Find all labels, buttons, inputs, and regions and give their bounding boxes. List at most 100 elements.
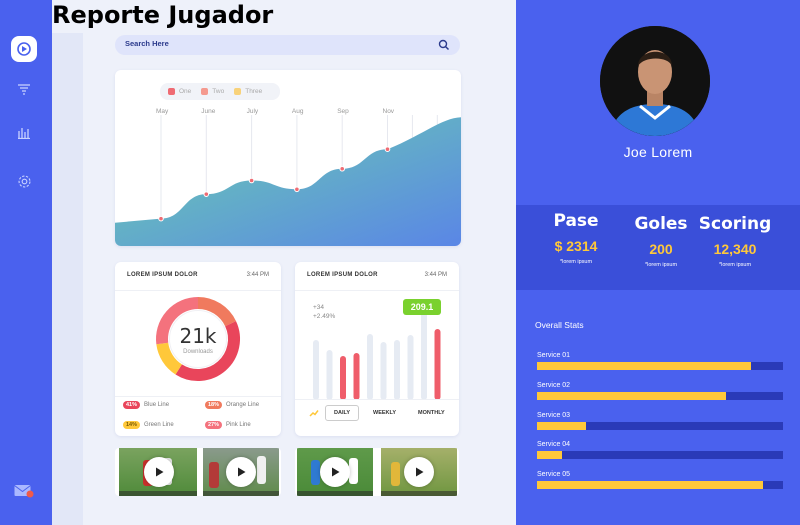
data-point[interactable] [248,177,255,184]
play-button[interactable] [144,457,174,487]
play-icon [156,467,164,477]
x-tick-label: July [247,108,259,115]
data-point[interactable] [203,191,210,197]
bar[interactable] [340,356,346,400]
video-controls[interactable] [381,491,457,496]
percent-badge: 18% [205,401,223,409]
donut-legend-item: 14% Green Line [123,421,174,429]
play-icon [238,467,246,477]
donut-legend-item: 27% Pink Line [205,421,251,429]
data-point[interactable] [158,215,164,222]
video-controls[interactable] [119,491,197,496]
stat-label: Goles [634,214,688,234]
legend-label: Pink Line [226,422,251,428]
bar-chart-icon[interactable] [11,119,37,145]
data-point[interactable] [339,165,345,172]
donut-segment[interactable] [156,342,183,375]
divider [115,290,281,291]
video-controls[interactable] [203,491,279,496]
period-tabs: DAILY WEEKLY MONTHLY [295,405,459,421]
play-button[interactable] [404,457,434,487]
legend-label: One [179,88,192,95]
service-label: Service 05 [537,471,571,478]
legend-swatch [234,88,242,95]
search-icon[interactable] [438,39,450,51]
data-point[interactable] [294,186,300,193]
bar[interactable] [353,353,360,400]
dashboard-icon[interactable] [11,36,37,62]
mail-notification-icon[interactable] [14,484,34,498]
donut-segment[interactable] [156,297,199,345]
bar[interactable] [380,342,387,400]
stat-value: 200 [649,241,673,257]
legend-item-one[interactable]: One [168,88,191,95]
x-tick-label: Aug [292,108,304,115]
stat-scoring: Scoring 12,340 *lorem ipsum [690,214,780,268]
service-row: Service 02 [537,382,783,400]
stat-value: 12,340 [713,241,757,257]
divider [295,290,459,291]
bar[interactable] [394,340,400,400]
donut-legend-item: 18% Orange Line [205,401,259,409]
area-chart-card: May June July Aug Sep Nov One Two Three [115,70,461,246]
chart-legend: One Two Three [160,83,280,100]
card-title: LOREM IPSUM DOLOR [307,272,378,278]
value-badge: 209.1 [403,299,441,315]
legend-label: Green Line [144,422,174,428]
donut-segment[interactable] [175,321,240,381]
filter-icon[interactable] [11,76,37,102]
percent-badge: 14% [123,421,141,429]
tab-monthly[interactable]: MONTHLY [418,410,445,416]
search-input[interactable] [125,39,425,48]
video-controls[interactable] [297,491,373,496]
bar-chart-card: LOREM IPSUM DOLOR 3:44 PM +34 +2.49% 209… [295,262,459,436]
divider [295,399,459,400]
stat-note: *lorem ipsum [559,259,593,265]
tab-weekly[interactable]: WEEKLY [373,410,397,416]
play-icon [416,467,424,477]
legend-item-two[interactable]: Two [201,88,224,95]
bar[interactable] [407,335,414,400]
x-tick-label: Nov [383,108,395,115]
progress-fill [537,451,562,459]
bar[interactable] [326,350,333,400]
play-button[interactable] [320,457,350,487]
data-point[interactable] [384,146,391,152]
legend-swatch [168,88,175,95]
search-bar[interactable] [115,35,460,55]
progress-track [537,481,783,489]
progress-fill [537,362,752,370]
donut-segment[interactable] [197,297,237,327]
play-button[interactable] [226,457,256,487]
downloads-label: Downloads [183,349,213,355]
service-label: Service 01 [537,352,571,359]
video-thumbnail[interactable] [203,448,279,496]
bar[interactable] [313,340,319,400]
bar[interactable] [434,329,441,400]
percent-badge: 27% [205,421,223,429]
gear-icon[interactable] [11,168,37,194]
progress-fill [537,422,587,430]
donut-legend-item: 41% Blue Line [123,401,169,409]
stat-label: Scoring [698,214,772,234]
service-row: Service 01 [537,352,783,370]
page-title: Reporte Jugador [52,1,274,29]
progress-track [537,392,783,400]
percent-badge: 41% [123,401,141,409]
video-thumbnail[interactable] [297,448,373,496]
legend-item-three[interactable]: Three [234,88,262,95]
donut-chart [156,297,240,381]
info-delta: +34 [313,304,325,311]
bar[interactable] [421,304,427,400]
play-icon [332,467,340,477]
tab-daily[interactable]: DAILY [325,405,359,421]
video-card [295,448,459,496]
divider [115,396,281,397]
trend-icon [309,410,319,417]
video-thumbnail[interactable] [119,448,197,496]
video-card [115,448,281,496]
video-thumbnail[interactable] [381,448,457,496]
bar[interactable] [367,334,373,400]
legend-label: Three [245,88,263,95]
player-panel: Joe Lorem Pase $ 2314 *lorem ipsum Goles… [516,0,800,525]
